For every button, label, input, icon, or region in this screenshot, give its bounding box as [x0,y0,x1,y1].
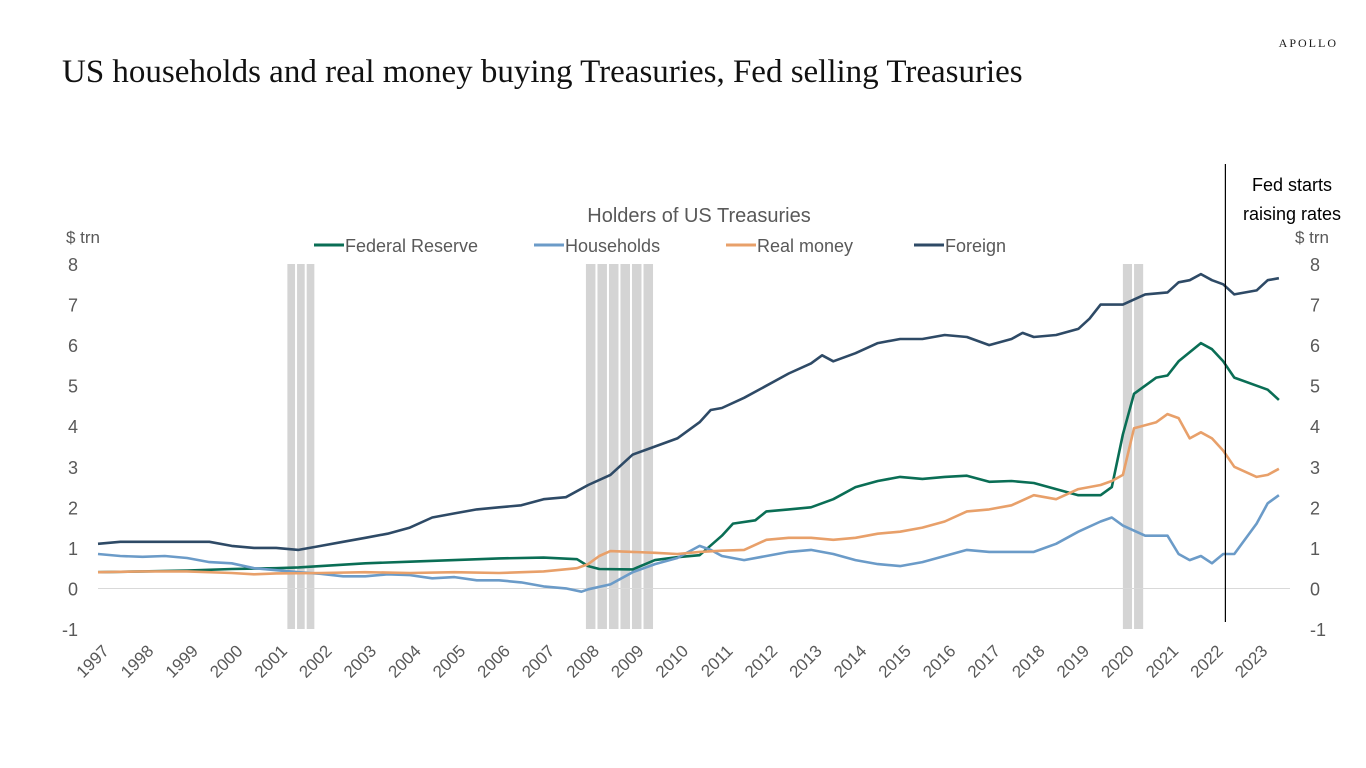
x-tick-label: 2005 [429,641,469,681]
recession-band-3 [1134,264,1144,629]
y-axis-ticks-left: -1 0 1 2 3 4 5 6 7 8 [62,255,78,640]
y-tick-label-left: 1 [68,539,78,559]
y-tick-label-left: 6 [68,336,78,356]
x-tick-label: 2016 [919,641,959,681]
y-tick-label-right: 8 [1310,255,1320,275]
y-tick-label-left: 8 [68,255,78,275]
y-tick-label-left: -1 [62,620,78,640]
legend-label-foreign: Foreign [945,236,1006,256]
y-tick-label-right: 0 [1310,579,1320,599]
recession-band-2 [620,264,630,629]
recession-band-2 [585,264,596,629]
x-tick-label: 2013 [786,641,826,681]
x-tick-label: 2018 [1008,641,1048,681]
recession-band-2 [597,264,607,629]
y-tick-label-left: 3 [68,458,78,478]
x-tick-label: 2002 [295,641,335,681]
x-tick-label: 2012 [741,641,781,681]
y-axis-label-left: $ trn [66,228,100,247]
y-tick-label-right: 2 [1310,498,1320,518]
x-tick-label: 2019 [1053,641,1093,681]
y-tick-label-left: 7 [68,296,78,316]
x-tick-label: 2023 [1231,641,1271,681]
legend-label-real-money: Real money [757,236,853,256]
y-tick-label-left: 0 [68,579,78,599]
x-tick-label: 2011 [697,641,736,680]
series-line-federal-reserve [97,341,1280,574]
legend-label-households: Households [565,236,660,256]
x-axis-ticks: 1997 1998 1999 2000 2001 2002 2003 2004 2005 2006… [73,641,1272,681]
recession-band-1 [306,264,315,629]
x-tick-label: 2007 [518,641,558,681]
x-tick-label: 2009 [607,641,647,681]
x-tick-label: 1997 [73,641,113,681]
y-tick-label-left: 2 [68,498,78,518]
y-tick-label-right: 1 [1310,539,1320,559]
x-tick-label: 2008 [563,641,603,681]
x-tick-label: 2017 [964,641,1004,681]
x-tick-label: 2003 [340,641,380,681]
y-tick-label-right: 7 [1310,296,1320,316]
recession-band-2 [643,264,654,629]
series-lines [97,272,1280,593]
y-axis-label-right: $ trn [1295,228,1329,247]
y-tick-label-right: 5 [1310,377,1320,397]
recession-band-2 [608,264,619,629]
x-tick-label: 2000 [206,641,246,681]
legend-label-federal-reserve: Federal Reserve [345,236,478,256]
recession-band-1 [297,264,305,629]
x-tick-label: 2006 [474,641,514,681]
x-tick-label: 2001 [251,641,291,681]
recession-band-3 [1122,264,1133,629]
series-line-foreign [97,272,1280,552]
x-tick-label: 2020 [1098,641,1138,681]
y-tick-label-right: 6 [1310,336,1320,356]
recession-shading [287,264,1144,629]
chart-title: Holders of US Treasuries [587,205,810,227]
y-tick-label-right: -1 [1310,620,1326,640]
x-tick-label: 1999 [162,641,202,681]
x-tick-label: 2014 [830,641,870,681]
recession-band-1 [287,264,296,629]
series-line-real-money [97,412,1280,576]
y-tick-label-left: 5 [68,377,78,397]
fed-rates-event-label: Fed starts raising rates [1243,175,1341,224]
recession-band-2 [631,264,642,629]
x-tick-label: 2021 [1142,641,1182,681]
x-tick-label: 2022 [1187,641,1227,681]
event-label-line: Fed starts [1252,175,1332,195]
x-tick-label: 2010 [652,641,692,681]
y-tick-label-right: 4 [1310,417,1320,437]
x-tick-label: 2015 [875,641,915,681]
x-tick-label: 1998 [117,641,157,681]
y-axis-ticks-right: -1 0 1 2 3 4 5 6 7 8 [1310,255,1326,640]
event-label-line: raising rates [1243,204,1341,224]
page-headline: US households and real money buying Trea… [62,54,1023,90]
y-tick-label-right: 3 [1310,458,1320,478]
chart-legend: Federal Reserve Households Real money Forei… [314,236,1006,256]
brand-logo: APOLLO [1278,36,1338,50]
y-tick-label-left: 4 [68,417,78,437]
x-tick-label: 2004 [385,641,425,681]
series-line-households [97,494,1280,593]
